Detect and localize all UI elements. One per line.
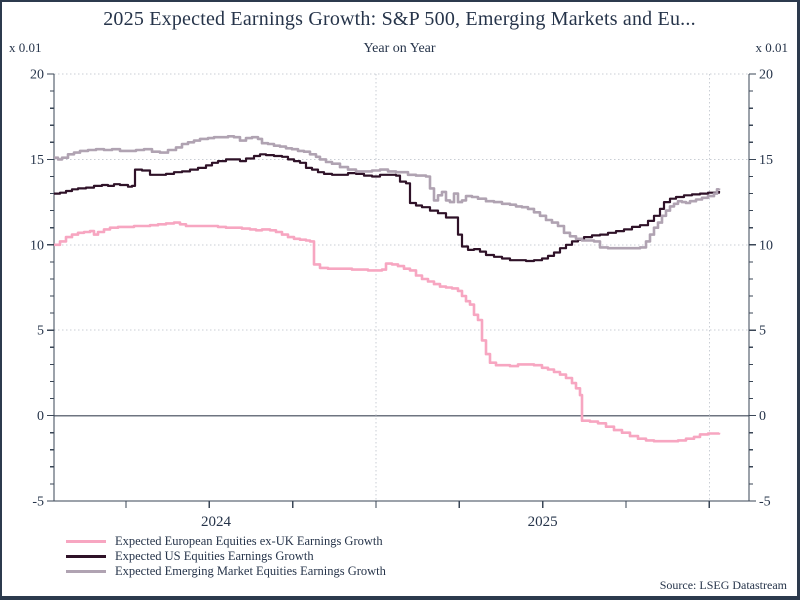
svg-text:0: 0 <box>759 409 766 424</box>
svg-text:2024: 2024 <box>201 514 232 530</box>
source-note: Source: LSEG Datastream <box>659 578 787 592</box>
svg-text:10: 10 <box>759 238 773 253</box>
legend-swatch-european <box>66 539 106 543</box>
legend-item-us: Expected US Equities Earnings Growth <box>66 549 386 563</box>
y-axis-unit-right: x 0.01 <box>755 40 789 55</box>
legend-item-european: Expected European Equities ex-UK Earning… <box>66 534 386 548</box>
svg-text:15: 15 <box>30 153 44 168</box>
legend-swatch-emerging <box>66 569 106 573</box>
svg-text:0: 0 <box>37 409 44 424</box>
svg-text:5: 5 <box>37 324 44 339</box>
svg-text:15: 15 <box>759 153 773 168</box>
legend-label-emerging: Expected Emerging Market Equities Earnin… <box>115 563 386 578</box>
legend-item-emerging: Expected Emerging Market Equities Earnin… <box>66 564 386 578</box>
chart-legend: Expected European Equities ex-UK Earning… <box>66 534 386 578</box>
chart-subtitle: Year on Year <box>363 41 436 56</box>
svg-text:20: 20 <box>30 68 44 83</box>
legend-label-us: Expected US Equities Earnings Growth <box>115 548 314 563</box>
svg-text:20: 20 <box>759 68 773 83</box>
svg-text:10: 10 <box>30 238 44 253</box>
y-axis-unit-left: x 0.01 <box>9 40 42 55</box>
legend-swatch-us <box>66 554 106 558</box>
chart-title: 2025 Expected Earnings Growth: S&P 500, … <box>103 8 696 30</box>
svg-text:2025: 2025 <box>528 514 558 530</box>
svg-text:5: 5 <box>759 324 766 339</box>
svg-text:-5: -5 <box>32 495 44 510</box>
svg-text:-5: -5 <box>759 495 771 510</box>
legend-label-european: Expected European Equities ex-UK Earning… <box>115 533 383 548</box>
